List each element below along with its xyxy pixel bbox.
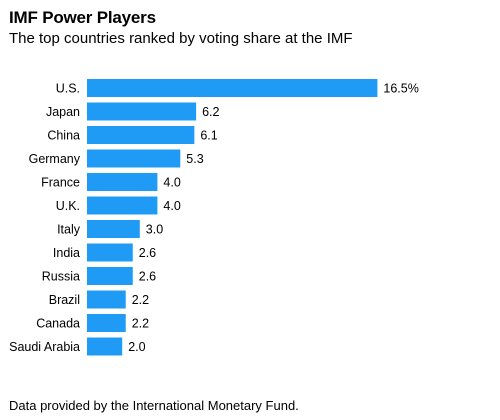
bar-china [87,126,195,144]
category-label: Canada [36,317,80,331]
value-label: 16.5% [383,82,418,96]
bar-canada [87,314,126,332]
bar-brazil [87,290,126,309]
chart-title: IMF Power Players [9,8,156,27]
value-label: 2.2 [132,293,149,307]
value-label: 6.2 [202,105,219,119]
value-label: 4.0 [163,176,180,190]
category-label: Brazil [49,293,80,307]
value-label: 3.0 [146,223,163,237]
value-label: 2.0 [128,340,145,354]
category-label: Japan [46,105,80,119]
value-label: 5.3 [186,152,203,166]
value-label: 2.2 [132,317,149,331]
category-label: Germany [29,152,81,166]
category-label: Italy [57,223,81,237]
bar-germany [87,149,181,168]
value-label: 6.1 [200,129,217,143]
category-label: India [53,246,80,260]
source-note: Data provided by the International Monet… [9,398,299,413]
value-label: 4.0 [163,199,180,213]
bar-france [87,173,158,191]
category-label: U.S. [56,82,80,96]
bar-italy [87,220,140,238]
bar-india [87,243,133,262]
category-label: U.K. [56,199,80,213]
category-label: France [41,176,80,190]
category-label: China [47,129,80,143]
bar-saudi-arabia [87,337,123,356]
value-label: 2.6 [139,246,156,260]
category-label: Saudi Arabia [9,340,80,354]
bar-japan [87,102,197,121]
category-label: Russia [42,270,80,284]
bar-u-k [87,196,158,215]
bar-russia [87,267,133,285]
chart-subtitle: The top countries ranked by voting share… [9,30,353,47]
bar-u-s [87,79,378,97]
bar-chart: U.S. 16.5% Japan 6.2 China 6.1 Germany 5.3 Franc… [9,79,419,356]
value-label: 2.6 [139,270,156,284]
